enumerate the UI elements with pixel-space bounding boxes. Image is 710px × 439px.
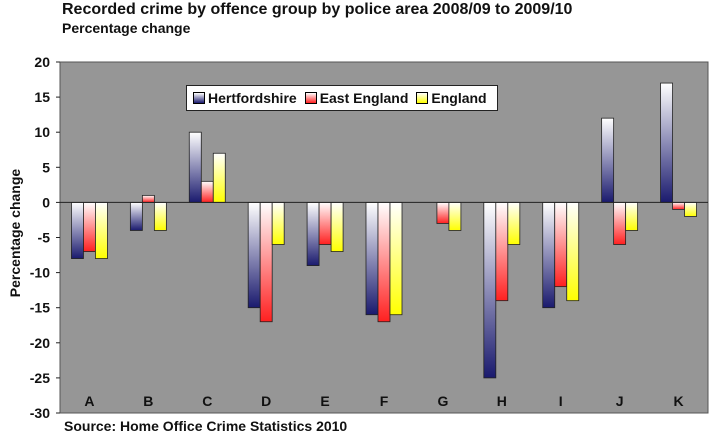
y-tick-label: 10 <box>34 124 50 140</box>
legend-item-hertfordshire: Hertfordshire <box>193 90 297 106</box>
bar-hertfordshire-h <box>483 201 497 379</box>
y-tick-label: 15 <box>34 89 50 105</box>
category-label-e: E <box>320 393 329 409</box>
y-tick-label: -30 <box>30 405 50 421</box>
bar-england-d <box>271 201 285 245</box>
bar-england-k <box>684 201 697 217</box>
bar-hertfordshire-k <box>660 82 673 203</box>
source-note: Source: Home Office Crime Statistics 201… <box>64 418 348 434</box>
y-tick-label: -10 <box>30 265 50 281</box>
y-tick-label: 5 <box>42 159 50 175</box>
y-axis-label: Percentage change <box>7 168 23 298</box>
category-label-b: B <box>143 393 153 409</box>
category-label-c: C <box>202 393 212 409</box>
category-label-f: F <box>380 393 389 409</box>
category-label-h: H <box>497 393 507 409</box>
bar-england-e <box>330 201 344 252</box>
bar-east-england-g <box>436 201 450 224</box>
category-label-g: G <box>437 393 448 409</box>
bar-east-england-k <box>672 201 685 210</box>
chart-subtitle: Percentage change <box>62 20 191 36</box>
category-label-d: D <box>261 393 271 409</box>
category-label-k: K <box>673 393 683 409</box>
bar-hertfordshire-i <box>542 201 556 309</box>
bar-hertfordshire-c <box>188 131 202 203</box>
y-tick-label: -20 <box>30 335 50 351</box>
y-tick-label: -25 <box>30 370 50 386</box>
category-label-i: I <box>559 393 563 409</box>
legend-label-east-england: East England <box>319 90 409 106</box>
legend-item-east-england: East England <box>304 90 409 106</box>
bar-east-england-a <box>83 201 96 252</box>
legend-label-hertfordshire: Hertfordshire <box>208 90 297 106</box>
y-tick-label: -15 <box>30 300 50 316</box>
legend-swatch-england <box>416 92 429 104</box>
legend-swatch-east-england <box>304 92 317 104</box>
bar-hertfordshire-d <box>247 201 261 309</box>
bar-east-england-d <box>259 201 273 323</box>
bar-england-g <box>448 201 462 231</box>
bar-east-england-b <box>141 194 155 203</box>
bar-east-england-h <box>495 201 509 302</box>
bar-hertfordshire-b <box>129 201 143 231</box>
bar-east-england-j <box>613 201 627 245</box>
y-tick-label: -5 <box>38 230 51 246</box>
bar-hertfordshire-f <box>365 201 379 316</box>
bar-england-c <box>212 152 226 203</box>
category-label-a: A <box>84 393 94 409</box>
bar-hertfordshire-j <box>601 117 615 203</box>
bar-england-a <box>95 201 108 259</box>
bar-east-england-f <box>377 201 391 323</box>
legend-item-england: England <box>416 90 487 106</box>
bar-england-h <box>507 201 521 245</box>
bar-east-england-e <box>318 201 332 245</box>
bar-east-england-i <box>554 201 568 288</box>
bar-england-b <box>153 201 167 231</box>
bar-england-i <box>566 201 580 302</box>
bar-hertfordshire-e <box>306 201 320 266</box>
chart-title: Recorded crime by offence group by polic… <box>62 1 573 18</box>
bar-hertfordshire-a <box>71 201 84 259</box>
bar-england-f <box>389 201 403 316</box>
bar-england-j <box>625 201 639 231</box>
legend: Hertfordshire East England England <box>186 85 498 111</box>
bar-east-england-c <box>200 180 214 203</box>
y-tick-label: 20 <box>34 54 50 70</box>
category-label-j: J <box>616 393 624 409</box>
y-tick-label: 0 <box>42 194 50 210</box>
legend-swatch-hertfordshire <box>193 92 205 104</box>
legend-label-england: England <box>431 90 487 106</box>
